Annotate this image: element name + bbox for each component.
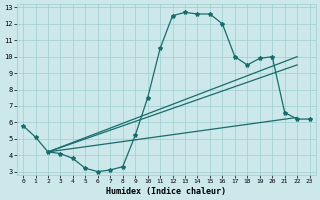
X-axis label: Humidex (Indice chaleur): Humidex (Indice chaleur) [106, 187, 226, 196]
